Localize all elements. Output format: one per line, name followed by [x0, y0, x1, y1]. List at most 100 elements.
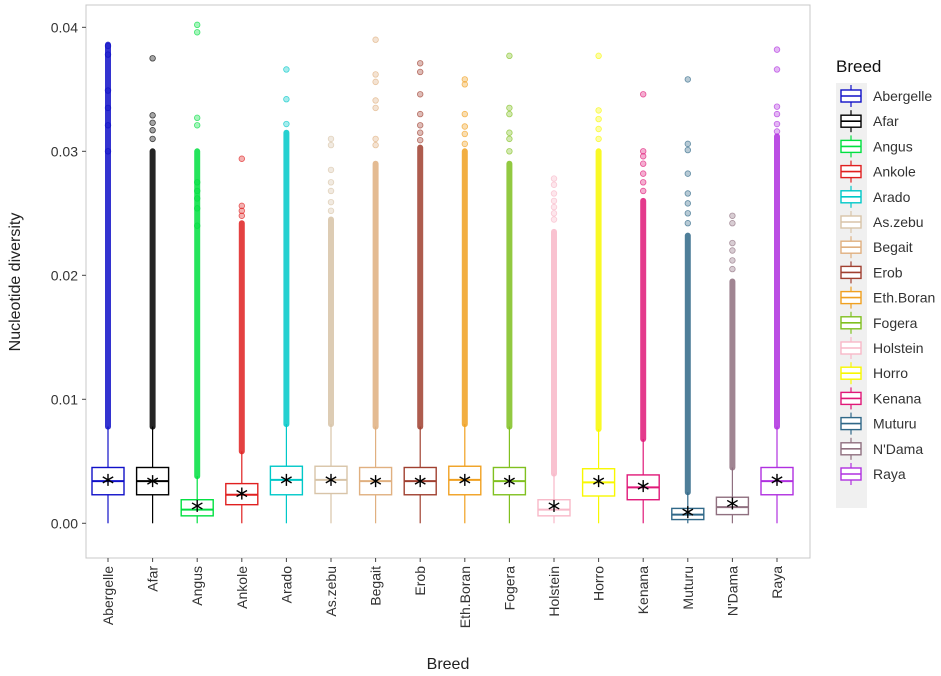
mean-marker [593, 475, 605, 488]
legend-label: Fogera [873, 315, 918, 331]
legend-label: N'Dama [873, 441, 923, 457]
outlier-point [684, 146, 691, 154]
legend-item: Afar [840, 110, 899, 133]
legend-label: Muturu [873, 416, 917, 432]
outlier-point [729, 265, 736, 273]
x-tick-label: Horro [591, 566, 607, 601]
legend-item: Holstein [840, 337, 924, 359]
outlier-point [684, 170, 691, 177]
x-tick-label: Afar [145, 566, 161, 592]
outlier-point [550, 210, 558, 217]
outlier-point [238, 202, 245, 210]
outlier-point [193, 114, 201, 122]
outlier-point [104, 42, 112, 50]
outlier-point [104, 148, 112, 155]
mean-marker [637, 480, 649, 493]
outlier-point [506, 52, 513, 60]
box-arado [269, 66, 304, 524]
box-raya [760, 46, 794, 524]
legend-item: Angus [840, 135, 913, 158]
outlier-point [461, 123, 468, 130]
legend-item: Arado [840, 185, 911, 208]
outlier-point [640, 170, 647, 177]
outlier-point [193, 179, 201, 186]
outlier-point [640, 187, 647, 195]
legend-item: Eth.Boran [840, 286, 935, 309]
legend-item: Ankole [840, 160, 916, 183]
box-eth-boran [448, 76, 482, 524]
y-tick-label: 0.03 [51, 143, 78, 159]
box-abergelle [91, 41, 125, 524]
outlier-point [327, 207, 335, 215]
outlier-point [773, 103, 781, 110]
outlier-point [193, 187, 201, 195]
outlier-point [506, 110, 513, 118]
mean-marker [191, 499, 203, 512]
legend-label: Ankole [873, 164, 916, 180]
outlier-point [327, 166, 335, 174]
legend-label: Eth.Boran [873, 290, 935, 306]
outlier-point [640, 153, 647, 160]
mean-marker-stroke [771, 476, 783, 484]
y-axis-title: Nucleotide diversity [7, 213, 24, 352]
outlier-point [773, 128, 781, 135]
legend-label: Horro [873, 365, 908, 381]
outlier-point [595, 125, 602, 133]
y-tick-label: 0.02 [51, 267, 78, 283]
outlier-point [104, 87, 112, 94]
outlier-point [640, 91, 647, 98]
mean-marker-stroke [280, 476, 292, 484]
outlier-point [550, 203, 558, 211]
outlier-point [149, 119, 156, 126]
legend-label: Kenana [873, 390, 921, 406]
outlier-point [461, 140, 468, 148]
outlier-point [729, 220, 736, 227]
box-muturu [671, 76, 705, 524]
outlier-point [193, 29, 201, 36]
mean-marker [147, 475, 159, 488]
y-tick-label: 0.01 [51, 391, 78, 407]
outlier-point [149, 112, 156, 119]
outlier-point [372, 141, 379, 149]
y-axis: 0.00 0.01 0.02 0.03 0.04 [51, 19, 86, 531]
outlier-point [773, 120, 781, 128]
outlier-point [372, 97, 379, 104]
outlier-point [193, 122, 201, 129]
x-tick-label: Eth.Boran [457, 566, 473, 628]
outlier-point [506, 129, 513, 136]
mean-marker-stroke [147, 477, 159, 485]
x-tick-label: Raya [769, 566, 785, 599]
mean-marker-stroke [325, 476, 337, 484]
outlier-point [684, 190, 691, 197]
x-tick-label: Fogera [501, 566, 517, 611]
outlier-point [684, 140, 691, 148]
outlier-point [729, 212, 736, 219]
outlier-point [550, 197, 558, 205]
box-fogera [492, 52, 527, 524]
outlier-point [149, 127, 156, 134]
legend-label: Raya [873, 466, 906, 482]
outlier-point [104, 51, 112, 58]
mean-marker [548, 499, 560, 512]
outlier-point [193, 222, 201, 229]
outlier-point [372, 71, 379, 78]
legend-label: Arado [873, 189, 911, 205]
outlier-point [104, 104, 112, 112]
mean-marker-stroke [503, 477, 515, 485]
mean-marker-stroke [102, 476, 114, 484]
x-tick-label: Arado [278, 566, 294, 604]
outlier-point [550, 181, 558, 188]
outlier-point [417, 136, 424, 144]
plot-marks [91, 21, 794, 524]
x-tick-label: Erob [412, 566, 428, 596]
outlier-point [417, 110, 424, 118]
y-tick-label: 0.04 [51, 19, 78, 35]
mean-marker-stroke [370, 477, 382, 485]
legend-item: Erob [840, 261, 903, 284]
legend-item: Horro [840, 362, 908, 385]
outlier-point [506, 148, 513, 155]
outlier-point [193, 205, 201, 212]
legend-label: Erob [873, 264, 903, 280]
outlier-point [595, 52, 602, 60]
box-erob [403, 60, 437, 524]
